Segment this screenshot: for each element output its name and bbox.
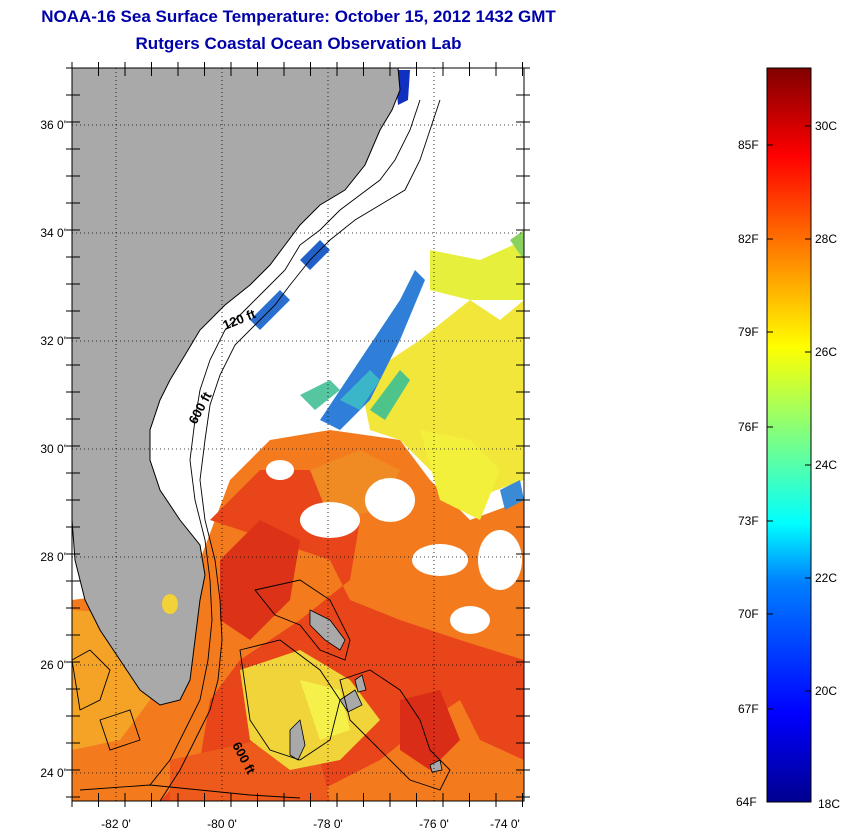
bahamas-islands xyxy=(289,609,443,773)
depth-contours xyxy=(72,99,451,801)
frame-ticks xyxy=(66,62,530,807)
lon-label: -76 0' xyxy=(419,817,449,831)
lat-label: 30 0' xyxy=(40,442,66,456)
sst-map: 120 ft 600 ft 600 ft 36 0' 34 0' 32 0' 3… xyxy=(40,62,530,831)
fahrenheit-label: 76F xyxy=(738,420,759,434)
lon-label: -80 0' xyxy=(207,817,237,831)
lake-okeechobee xyxy=(162,594,178,614)
fahrenheit-label: 82F xyxy=(738,232,759,246)
lat-label: 34 0' xyxy=(40,226,66,240)
fahrenheit-label: 85F xyxy=(738,138,759,152)
celsius-label: 24C xyxy=(815,458,837,472)
lat-label: 32 0' xyxy=(40,334,66,348)
fahrenheit-label: 67F xyxy=(738,702,759,716)
colorbar-ticks xyxy=(767,125,811,710)
colorbar-gradient xyxy=(766,67,812,803)
celsius-label: 30C xyxy=(815,119,837,133)
map-frame xyxy=(71,67,525,802)
lat-label: 36 0' xyxy=(40,118,66,132)
map-subtitle: Rutgers Coastal Ocean Observation Lab xyxy=(135,34,462,53)
celsius-label: 28C xyxy=(815,232,837,246)
latitude-labels: 36 0' 34 0' 32 0' 30 0' 28 0' 26 0' 24 0… xyxy=(40,118,66,780)
fahrenheit-label: 70F xyxy=(738,607,759,621)
fahrenheit-label: 73F xyxy=(738,514,759,528)
lon-label: -82 0' xyxy=(101,817,131,831)
land-mainland xyxy=(72,68,401,706)
longitude-labels: -82 0' -80 0' -78 0' -76 0' -74 0' xyxy=(101,817,520,831)
lat-label: 24 0' xyxy=(40,766,66,780)
cloud-patches xyxy=(266,460,522,634)
celsius-labels: 30C 28C 26C 24C 22C 20C 18C xyxy=(815,119,840,811)
lat-label: 28 0' xyxy=(40,550,66,564)
fahrenheit-labels: 85F 82F 79F 76F 73F 70F 67F 64F xyxy=(736,138,759,809)
celsius-label: 20C xyxy=(815,684,837,698)
lon-label: -74 0' xyxy=(490,817,520,831)
sst-moderate-region xyxy=(240,240,524,770)
temperature-colorbar: 85F 82F 79F 76F 73F 70F 67F 64F 30C 28C … xyxy=(736,67,840,811)
celsius-label: 18C xyxy=(818,797,840,811)
graticule xyxy=(72,68,524,801)
lon-label: -78 0' xyxy=(313,817,343,831)
fahrenheit-label: 64F xyxy=(736,795,757,809)
celsius-label: 26C xyxy=(815,345,837,359)
lat-label: 26 0' xyxy=(40,658,66,672)
fahrenheit-label: 79F xyxy=(738,325,759,339)
celsius-label: 22C xyxy=(815,571,837,585)
map-title: NOAA-16 Sea Surface Temperature: October… xyxy=(41,7,556,26)
